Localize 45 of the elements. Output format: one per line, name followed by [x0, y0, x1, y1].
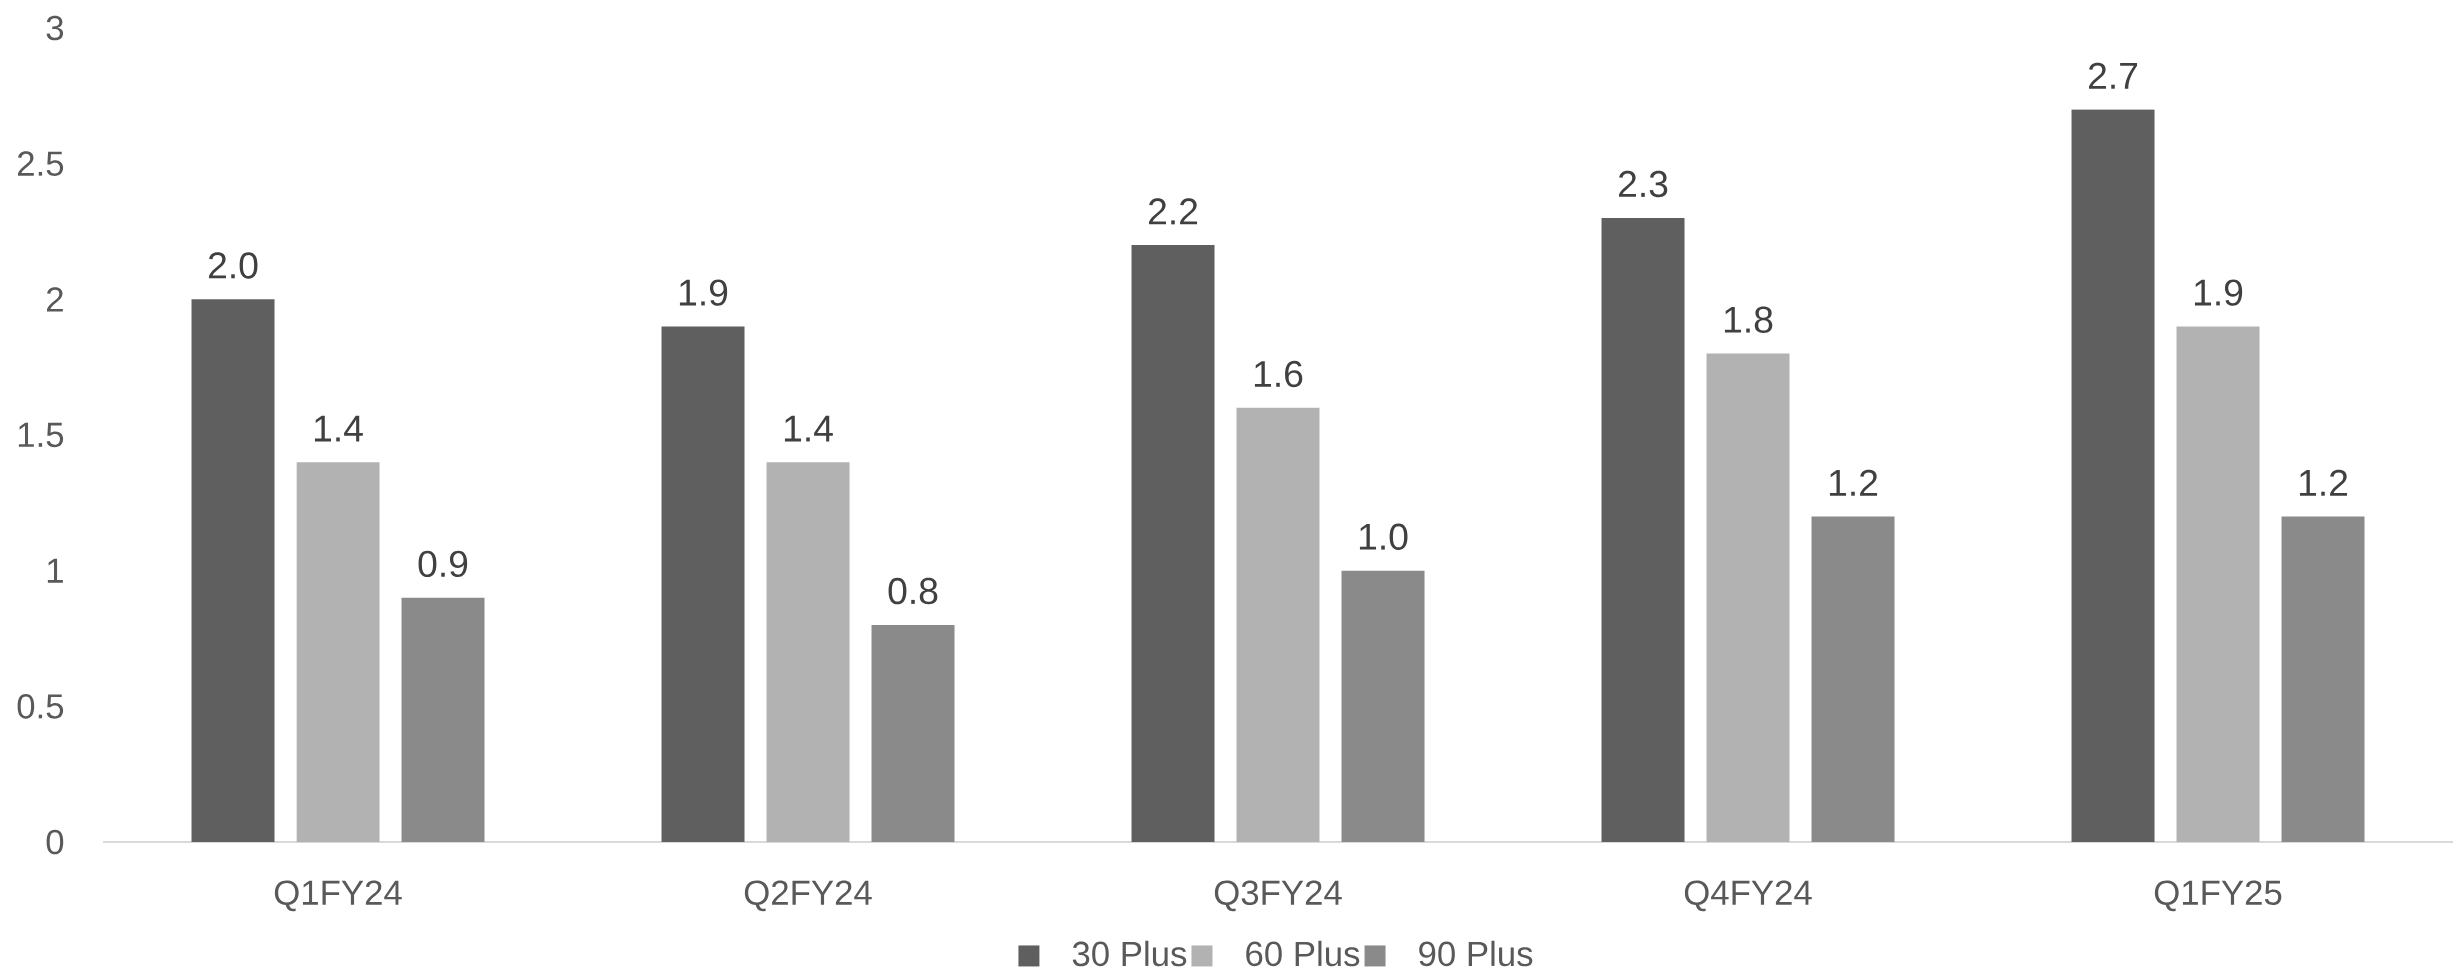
bar	[1811, 516, 1895, 842]
data-label: 1.8	[1724, 306, 1773, 333]
x-tick-label: Q2FY24	[744, 880, 872, 912]
bar	[2071, 109, 2155, 842]
bar	[1131, 245, 1215, 842]
data-label: 1.4	[784, 415, 833, 442]
bar	[661, 326, 745, 842]
bar	[1706, 353, 1790, 842]
bar	[1601, 217, 1685, 842]
bar	[296, 462, 380, 842]
y-tick-label: 2	[47, 287, 63, 312]
x-tick-label: Q3FY24	[1214, 880, 1342, 912]
data-label: 0.8	[888, 577, 938, 605]
legend-label: 30 Plus	[1072, 940, 1187, 967]
bar	[1236, 407, 1320, 842]
bar	[191, 299, 275, 842]
bar	[2176, 326, 2260, 842]
bar	[871, 624, 955, 842]
data-label: 1.9	[2194, 279, 2243, 306]
data-label: 1.9	[679, 279, 728, 306]
data-label: 2.0	[208, 252, 258, 279]
data-label: 2.2	[1149, 198, 1198, 225]
y-tick-label: 2.5	[17, 151, 64, 176]
data-label: 1.0	[1359, 523, 1408, 550]
data-label: 1.2	[1829, 469, 1878, 496]
data-label: 1.2	[2299, 469, 2348, 496]
y-tick-label: 3	[46, 15, 64, 41]
legend-label: 60 Plus	[1246, 940, 1360, 967]
data-label: 2.7	[2089, 62, 2138, 89]
bar	[1341, 570, 1425, 842]
x-tick-label: Q4FY24	[1684, 880, 1812, 912]
y-tick-label: 0.5	[17, 694, 64, 719]
legend-label: 90 Plus	[1419, 940, 1533, 967]
data-label: 2.3	[1619, 170, 1668, 198]
x-tick-label: Q1FY25	[2154, 880, 2282, 912]
data-label: 0.9	[418, 550, 468, 578]
bar	[2281, 516, 2365, 842]
bar	[401, 597, 485, 842]
y-tick-label: 1.5	[18, 422, 64, 448]
data-label: 1.4	[314, 415, 363, 442]
y-tick-label: 1	[47, 558, 63, 583]
bar	[766, 462, 850, 842]
x-tick-label: Q1FY24	[274, 880, 402, 912]
y-tick-label: 0	[46, 829, 64, 855]
data-label: 1.6	[1254, 360, 1303, 388]
